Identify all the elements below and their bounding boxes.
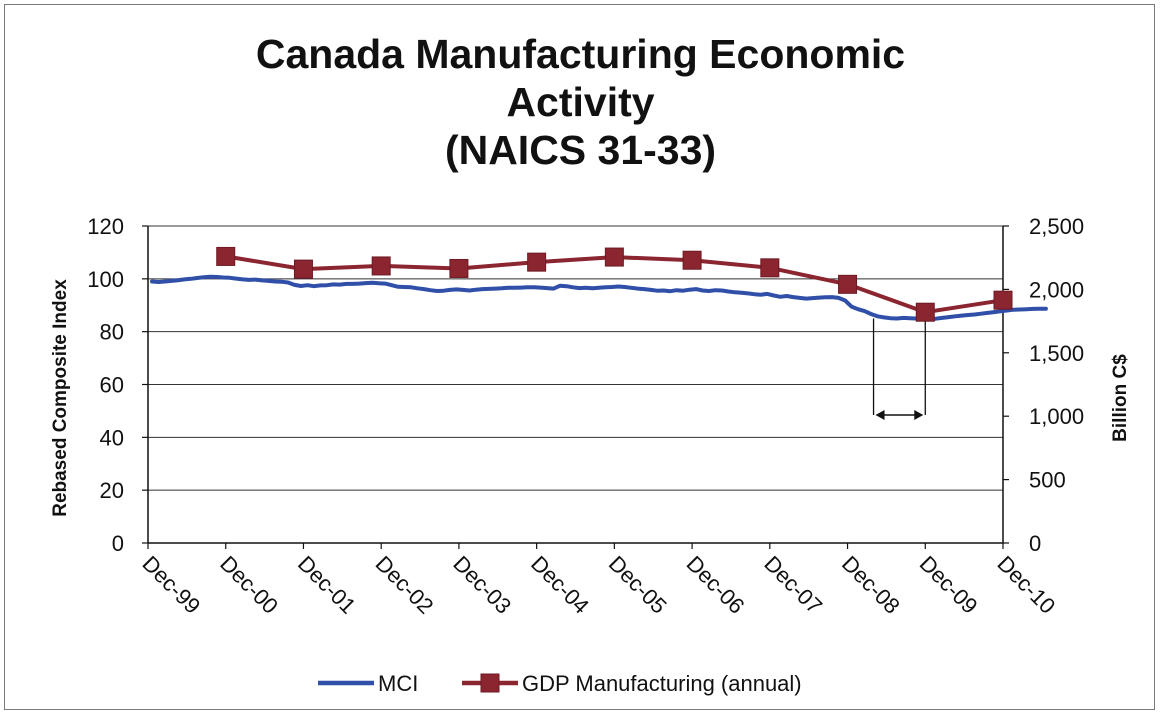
gdp-point-marker xyxy=(760,258,780,278)
left-axis-label: Rebased Composite Index xyxy=(50,279,71,517)
gdp-point-marker xyxy=(449,258,469,278)
chart-title: Canada Manufacturing Economic Activity (… xyxy=(0,30,1161,174)
x-tick-label: Dec-00 xyxy=(215,551,283,619)
left-axis-ticks: 0 20 40 60 80 100 120 xyxy=(87,214,148,556)
legend[interactable]: MCI GDP Manufacturing (annual) xyxy=(318,671,802,696)
chart-title-line-3: (NAICS 31-33) xyxy=(444,127,717,173)
gdp-point-marker xyxy=(838,274,858,294)
x-tick-label: Dec-05 xyxy=(604,551,672,619)
gdp-point-marker xyxy=(371,256,391,276)
left-tick-label: 60 xyxy=(100,373,124,398)
x-tick-label: Dec-03 xyxy=(448,551,516,619)
recession-duration-annotation xyxy=(872,318,926,420)
x-tick-label: Dec-01 xyxy=(293,551,361,619)
x-axis-ticks: Dec-99 Dec-00 Dec-01 Dec-02 Dec-03 Dec-04 Dec-… xyxy=(137,543,1060,619)
gdp-point-marker xyxy=(915,302,935,322)
chart-title-line-2: Activity xyxy=(506,79,655,125)
left-tick-label: 100 xyxy=(87,267,124,292)
right-tick-label: 1,000 xyxy=(1029,404,1084,429)
mci-series-line xyxy=(150,274,1048,321)
legend-mci-label: MCI xyxy=(378,671,418,696)
x-tick-label: Dec-09 xyxy=(915,551,983,619)
left-tick-label: 20 xyxy=(100,478,124,503)
x-tick-label: Dec-07 xyxy=(759,551,827,619)
annotation-arrowhead-right xyxy=(914,410,924,420)
right-axis-ticks: 0 500 1,000 1,500 2,000 2,500 xyxy=(1003,214,1084,556)
left-tick-label: 0 xyxy=(112,531,124,556)
gdp-point-marker xyxy=(604,247,624,267)
right-axis-label: Billion C$ xyxy=(1110,354,1131,442)
annotation-arrowhead-left xyxy=(875,410,885,420)
x-tick-label: Dec-99 xyxy=(137,551,205,619)
gdp-point-marker xyxy=(682,250,702,270)
right-tick-label: 500 xyxy=(1029,468,1066,493)
legend-gdp-swatch-marker xyxy=(480,673,500,693)
series-layer xyxy=(150,246,1048,322)
x-tick-label: Dec-02 xyxy=(371,551,439,619)
right-tick-label: 2,500 xyxy=(1029,214,1084,239)
x-tick-label: Dec-08 xyxy=(837,551,905,619)
gdp-point-marker xyxy=(293,259,313,279)
left-tick-label: 120 xyxy=(87,214,124,239)
x-tick-label: Dec-04 xyxy=(526,551,594,619)
x-tick-label: Dec-06 xyxy=(682,551,750,619)
right-tick-label: 2,000 xyxy=(1029,277,1084,302)
gridlines xyxy=(148,225,1003,491)
x-tick-label: Dec-10 xyxy=(992,551,1060,619)
gdp-point-marker xyxy=(527,252,547,272)
gdp-point-marker xyxy=(993,290,1013,310)
right-tick-label: 1,500 xyxy=(1029,341,1084,366)
right-tick-label: 0 xyxy=(1029,531,1041,556)
legend-gdp-label: GDP Manufacturing (annual) xyxy=(522,671,802,696)
left-tick-label: 40 xyxy=(100,425,124,450)
chart-title-line-1: Canada Manufacturing Economic xyxy=(255,31,906,77)
chart-frame xyxy=(4,4,1155,710)
left-tick-label: 80 xyxy=(100,320,124,345)
gdp-point-marker xyxy=(216,246,236,266)
